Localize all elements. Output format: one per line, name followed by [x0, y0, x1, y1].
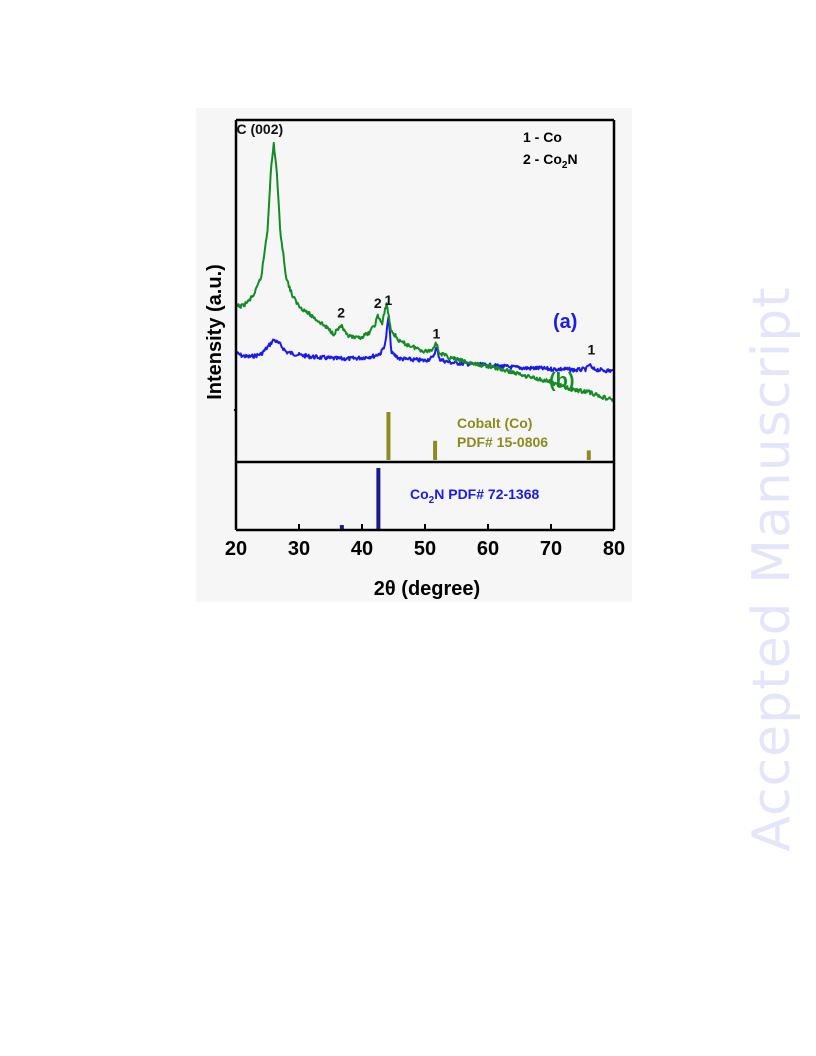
x-tick-label-2: 40	[351, 538, 373, 560]
phase-legend: 1 - Co 2 - Co2N	[523, 129, 578, 171]
series-label-b: (b)	[549, 370, 575, 392]
x-axis-label: 2θ (degree)	[374, 578, 480, 600]
legend-entry-2: 2 - Co2N	[523, 151, 578, 171]
peak-annotation-3: 1	[588, 341, 596, 357]
x-tick-label-3: 50	[414, 538, 436, 560]
series-line-a	[235, 316, 615, 374]
legend-entry-1: 1 - Co	[523, 129, 562, 145]
x-tick-label-5: 70	[540, 538, 562, 560]
x-tick-label-1: 30	[288, 538, 310, 560]
peak-annotation-5: 2	[374, 295, 382, 311]
peak-annotation-2: 1	[432, 325, 440, 341]
watermark: Accepted Manuscript	[742, 276, 802, 861]
y-axis-label: Intensity (a.u.)	[204, 264, 226, 400]
co2n-reference-label: Co2N PDF# 72-1368	[410, 486, 540, 506]
x-tick-label-4: 60	[477, 538, 499, 560]
xrd-series: (a) (b)	[235, 141, 615, 402]
series-line-b	[235, 141, 615, 402]
peak-annotation-4: 2	[337, 304, 345, 320]
series-label-a: (a)	[553, 311, 577, 333]
x-tick-label-0: 20	[225, 538, 247, 560]
cobalt-reference-pattern: Cobalt (Co) PDF# 15-0806	[386, 412, 591, 460]
watermark-text: Accepted Manuscript	[742, 285, 802, 852]
co2n-reference-pattern: Co2N PDF# 72-1368	[339, 468, 540, 530]
axes: 20 30 40 50 60 70 80 2θ (degree) Intensity (a.u.…	[204, 118, 625, 600]
peak-annotation-0: C (002)	[236, 121, 283, 137]
peak-annotation-1: 1	[385, 292, 393, 308]
x-tick-label-6: 80	[603, 538, 625, 560]
co-reference-label: Cobalt (Co) PDF# 15-0806	[457, 415, 548, 450]
figure-background	[196, 108, 632, 602]
